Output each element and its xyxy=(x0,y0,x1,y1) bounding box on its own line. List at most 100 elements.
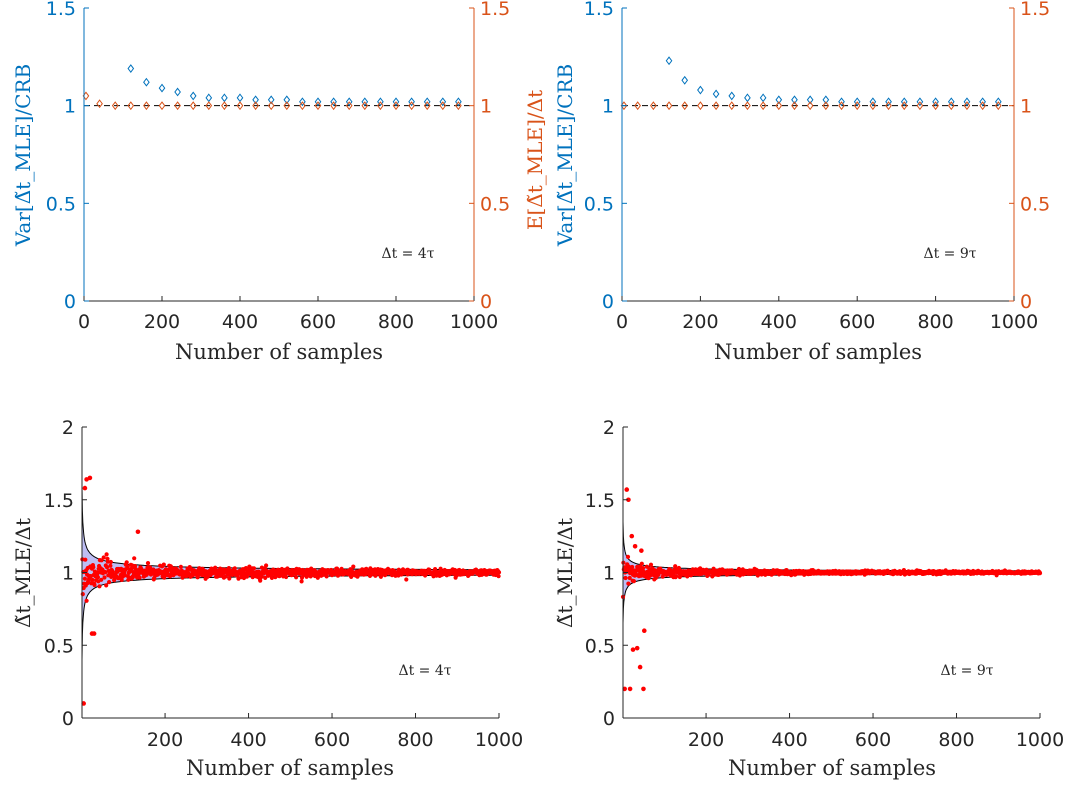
variance-ratio-point xyxy=(853,97,861,107)
estimate-point xyxy=(99,577,104,582)
estimate-point xyxy=(83,557,88,562)
panel-bottom-left-marks xyxy=(80,475,502,706)
mean-ratio-point xyxy=(408,101,415,111)
x-tick-label: 400 xyxy=(771,729,807,751)
mean-ratio-point xyxy=(634,101,642,111)
upper-bound-line xyxy=(622,521,1040,572)
mean-ratio-point xyxy=(932,101,939,111)
mean-ratio-point xyxy=(759,101,767,111)
variance-ratio-point xyxy=(932,97,939,107)
estimate-point xyxy=(161,562,166,567)
mean-ratio-point xyxy=(283,101,291,111)
x-tick-label: 1000 xyxy=(990,311,1038,333)
panel-bottom-left: 200 400 600 800 1000 0 0.5 1 1.5 2 Number of samp… xyxy=(11,417,523,780)
variance-ratio-point xyxy=(377,97,384,107)
estimate-point xyxy=(630,564,635,570)
mean-ratio-point xyxy=(838,101,845,111)
mean-ratio-point xyxy=(979,101,986,111)
x-tick-label: 200 xyxy=(688,729,724,751)
y-tick-label: 2 xyxy=(603,417,615,439)
annotation: Δt = 4τ xyxy=(381,246,434,262)
variance-ratio-point xyxy=(963,97,971,107)
variance-ratio-point xyxy=(236,93,244,103)
estimate-point xyxy=(622,686,627,692)
mean-ratio-point xyxy=(712,101,720,111)
estimate-point xyxy=(84,598,89,603)
estimate-point xyxy=(640,566,646,571)
variance-ratio-point xyxy=(900,97,908,107)
mean-ratio-point xyxy=(963,101,971,111)
estimate-point xyxy=(108,563,113,568)
estimate-point xyxy=(624,487,630,492)
panel-bottom-right: 200 400 600 800 1000 0 0.5 1 1.5 2 Number of samp… xyxy=(553,417,1064,780)
mean-ratio-point xyxy=(994,101,1002,111)
mean-ratio-point xyxy=(345,101,353,111)
variance-ratio-point xyxy=(822,95,830,105)
left-y-tick-label: 1 xyxy=(64,96,76,118)
variance-ratio-point xyxy=(174,87,181,97)
estimate-point xyxy=(137,575,142,580)
variance-ratio-point xyxy=(423,97,431,107)
variance-ratio-point xyxy=(744,93,751,103)
estimate-point xyxy=(129,566,134,571)
estimate-point xyxy=(87,475,93,481)
estimate-point xyxy=(125,564,130,570)
estimate-point xyxy=(625,554,631,560)
left-y-tick-label: 1 xyxy=(602,96,614,118)
estimate-point xyxy=(232,566,237,571)
annotation: Δt = 4τ xyxy=(398,663,451,679)
estimate-point xyxy=(102,575,107,580)
mean-ratio-point xyxy=(236,101,244,111)
x-tick-label: 600 xyxy=(855,729,891,751)
estimate-point xyxy=(243,566,249,571)
variance-ratio-point xyxy=(775,95,783,105)
estimate-point xyxy=(639,561,644,566)
mean-ratio-point xyxy=(221,101,228,111)
y-tick-label: 1.5 xyxy=(44,490,74,512)
estimate-point xyxy=(299,575,305,580)
mean-ratio-point xyxy=(189,101,197,111)
x-axis-label: Number of samples xyxy=(728,756,936,780)
variance-ratio-point xyxy=(665,56,673,66)
estimate-point xyxy=(630,647,636,652)
estimate-point xyxy=(104,583,109,588)
variance-ratio-point xyxy=(345,97,353,107)
x-tick-label: 600 xyxy=(314,729,350,751)
estimate-point xyxy=(124,560,129,565)
mean-ratio-point xyxy=(744,101,751,111)
variance-ratio-point xyxy=(127,64,135,73)
right-y-tick-label: 1 xyxy=(480,96,492,118)
variance-ratio-point xyxy=(697,85,704,95)
estimate-point xyxy=(631,579,637,584)
estimate-point xyxy=(639,548,644,553)
estimate-point xyxy=(258,578,263,583)
x-tick-label: 1000 xyxy=(450,311,498,333)
mean-ratio-point xyxy=(143,101,150,111)
estimate-point xyxy=(1037,571,1043,576)
mean-ratio-point xyxy=(650,101,657,111)
estimate-point xyxy=(351,564,356,569)
estimate-point xyxy=(673,574,679,579)
mean-ratio-point xyxy=(697,101,704,111)
variance-ratio-point xyxy=(408,97,415,107)
variance-ratio-point xyxy=(979,97,986,107)
estimate-point xyxy=(132,556,137,561)
panel-top-right-marks xyxy=(620,56,1014,111)
mean-ratio-point xyxy=(299,101,306,111)
lower-bound-line xyxy=(81,574,499,660)
variance-ratio-point xyxy=(712,89,720,99)
y-tick-label: 0 xyxy=(603,708,615,730)
y-axis-label: Δ̃t_MLE/Δt xyxy=(553,518,577,628)
right-y-tick-label: 0 xyxy=(1020,291,1032,313)
estimate-point xyxy=(91,631,97,636)
variance-ratio-point xyxy=(252,95,259,105)
left-y-tick-label: 0.5 xyxy=(46,193,76,215)
estimate-point xyxy=(641,686,646,692)
mean-ratio-point xyxy=(728,101,736,111)
estimate-point xyxy=(627,575,632,581)
variance-ratio-point xyxy=(392,97,400,107)
estimate-point xyxy=(284,574,289,580)
estimate-point xyxy=(135,529,141,535)
